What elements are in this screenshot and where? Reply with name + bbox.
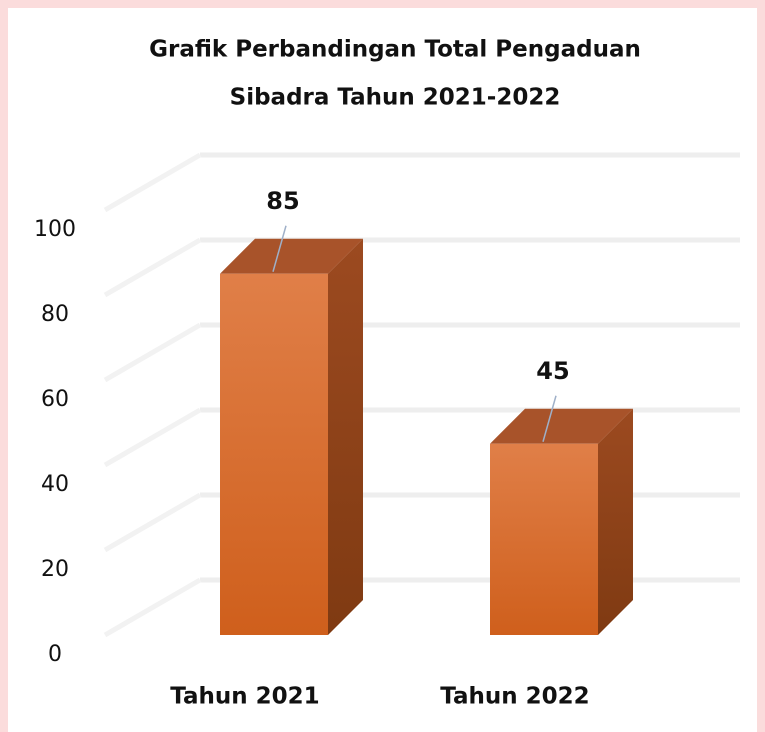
grid-line (103, 492, 202, 553)
data-label: 85 (266, 187, 299, 215)
grid-line (103, 322, 202, 383)
bar-top (490, 408, 633, 444)
leader-line (542, 395, 557, 442)
y-tick-label: 80 (41, 302, 69, 327)
y-tick-label: 0 (48, 642, 62, 667)
y-tick-label: 100 (34, 217, 76, 242)
x-tick-label: Tahun 2021 (170, 684, 319, 710)
leader-line (272, 225, 287, 272)
y-tick-label: 60 (41, 387, 69, 412)
bar (220, 273, 328, 635)
chart-title: Sibadra Tahun 2021-2022 (230, 85, 561, 111)
card (8, 8, 757, 732)
bar-top (220, 238, 363, 274)
data-label: 45 (536, 357, 569, 385)
chart-title: Grafik Perbandingan Total Pengaduan (149, 37, 641, 63)
y-tick-label: 40 (41, 472, 69, 497)
bar-side (328, 238, 363, 635)
x-tick-label: Tahun 2022 (440, 684, 589, 710)
grid-line (103, 237, 202, 298)
grid-line (103, 407, 202, 468)
grid-line (103, 152, 202, 213)
bar (490, 443, 598, 635)
bar-side (598, 408, 633, 635)
y-tick-label: 20 (41, 557, 69, 582)
grid-line (103, 577, 202, 638)
